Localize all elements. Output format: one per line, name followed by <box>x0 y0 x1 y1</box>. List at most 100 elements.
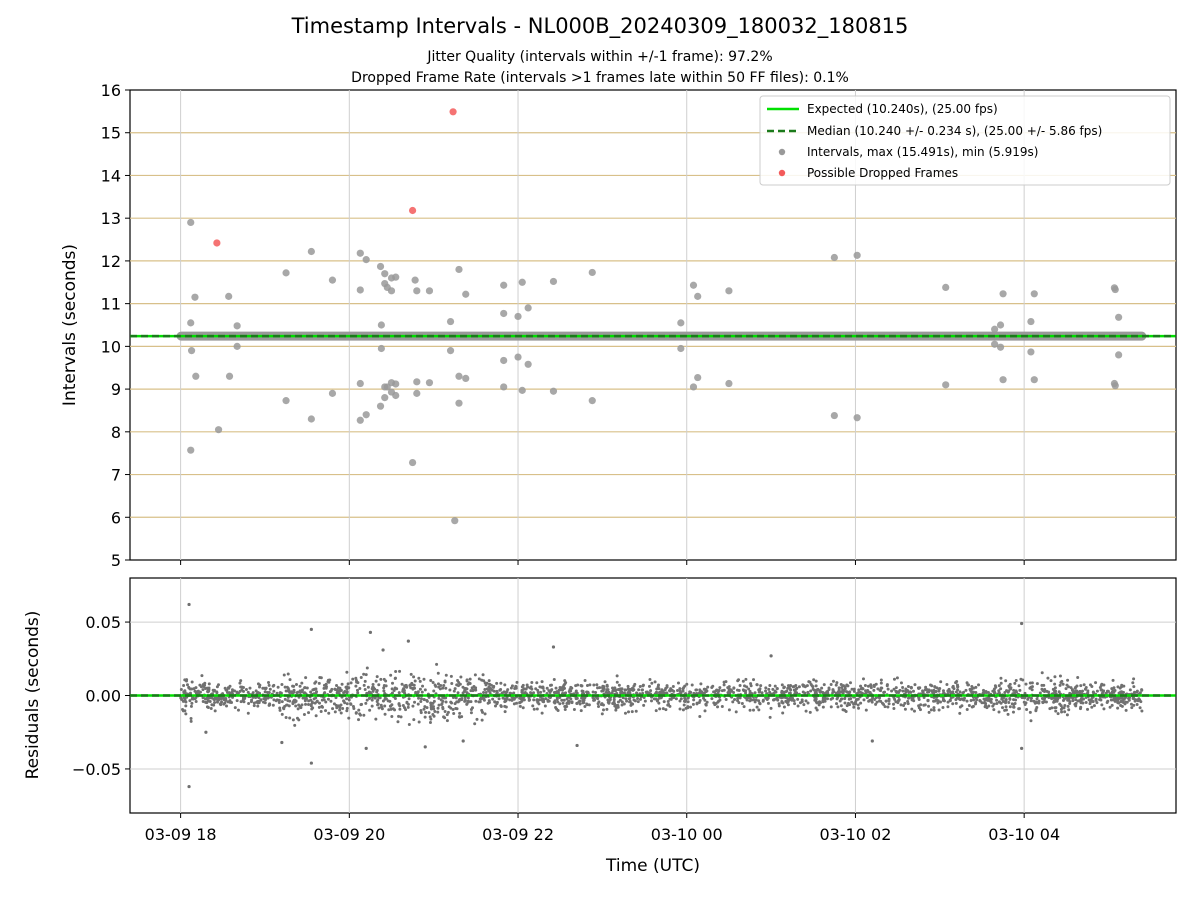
residual-point <box>561 685 565 689</box>
residual-point <box>444 700 448 704</box>
residuals-y-tick-label: −0.05 <box>72 760 121 779</box>
residual-point <box>683 696 687 700</box>
residual-point <box>357 708 361 712</box>
residual-point <box>782 686 786 690</box>
residual-point <box>757 690 761 694</box>
residual-point <box>1018 688 1022 692</box>
residual-point <box>198 683 202 687</box>
residual-outlier-point <box>364 746 368 750</box>
residual-point <box>814 690 818 694</box>
residual-point <box>930 684 934 688</box>
residual-point <box>1078 689 1082 693</box>
interval-point <box>376 402 385 410</box>
residual-point <box>294 704 298 708</box>
x-tick-label: 03-10 02 <box>819 825 891 844</box>
residual-point <box>1017 684 1021 688</box>
residual-point <box>239 685 243 689</box>
residual-point <box>578 699 582 703</box>
residual-point <box>521 683 525 687</box>
residual-point <box>993 691 997 695</box>
residual-point <box>964 688 968 692</box>
residual-point <box>808 710 812 714</box>
residual-point <box>365 666 369 670</box>
residual-point <box>1117 697 1121 701</box>
residual-point <box>980 701 984 705</box>
residual-point <box>817 700 821 704</box>
residual-point <box>698 688 702 692</box>
residual-point <box>1025 708 1029 712</box>
residual-point <box>248 686 252 690</box>
residual-point <box>223 701 227 705</box>
residual-point <box>937 708 941 712</box>
residual-point <box>752 678 756 682</box>
residual-point <box>599 702 603 706</box>
residual-point <box>389 707 393 711</box>
residual-point <box>1040 687 1044 691</box>
residual-point <box>1013 681 1017 685</box>
residual-point <box>837 686 841 690</box>
residual-point <box>1124 708 1128 712</box>
residual-point <box>587 703 591 707</box>
interval-point <box>425 379 434 387</box>
residual-point <box>684 706 688 710</box>
residual-point <box>724 680 728 684</box>
residual-point <box>232 689 236 693</box>
residual-point <box>378 696 382 700</box>
residual-point <box>1050 697 1054 701</box>
residual-outlier-point <box>309 627 313 632</box>
residual-point <box>488 688 492 692</box>
residual-point <box>399 715 403 719</box>
residual-point <box>666 700 670 704</box>
residual-point <box>769 706 773 710</box>
residual-point <box>362 683 366 687</box>
residual-point <box>422 698 426 702</box>
residual-point <box>370 696 374 700</box>
residual-point <box>474 699 478 703</box>
residual-point <box>1110 703 1114 707</box>
residual-point <box>469 689 473 693</box>
residual-point <box>839 682 843 686</box>
residual-point <box>788 691 792 695</box>
residual-point <box>841 691 845 695</box>
residual-point <box>179 687 183 691</box>
residual-point <box>390 691 394 695</box>
residual-point <box>1106 699 1110 703</box>
residual-point <box>563 682 567 686</box>
residual-point <box>412 718 416 722</box>
residual-point <box>1138 706 1142 710</box>
residual-point <box>416 691 420 695</box>
residual-point <box>958 690 962 694</box>
residual-point <box>454 706 458 710</box>
residual-point <box>894 689 898 693</box>
residual-point <box>841 708 845 712</box>
residual-point <box>188 699 192 703</box>
residual-point <box>508 698 512 702</box>
residual-point <box>857 688 861 692</box>
residual-point <box>394 670 398 674</box>
residual-point <box>1067 708 1071 712</box>
residual-point <box>1129 702 1133 706</box>
residual-point <box>354 676 358 680</box>
residual-point <box>411 687 415 691</box>
residual-point <box>560 698 564 702</box>
residual-point <box>692 698 696 702</box>
residual-point <box>1007 700 1011 704</box>
residual-point <box>1040 671 1044 675</box>
residual-point <box>927 688 931 692</box>
residual-point <box>373 687 377 691</box>
residual-point <box>732 690 736 694</box>
residual-outlier-point <box>1020 746 1024 750</box>
residual-point <box>818 689 822 693</box>
residual-point <box>259 698 263 702</box>
residual-point <box>1048 707 1052 711</box>
residual-point <box>535 707 539 711</box>
residual-point <box>480 718 484 722</box>
residual-point <box>585 683 589 687</box>
residual-point <box>463 696 467 700</box>
residual-point <box>879 686 883 690</box>
residual-point <box>1028 681 1032 685</box>
residual-point <box>843 685 847 689</box>
residual-point <box>553 699 557 703</box>
residual-point <box>262 686 266 690</box>
interval-point <box>446 347 455 355</box>
